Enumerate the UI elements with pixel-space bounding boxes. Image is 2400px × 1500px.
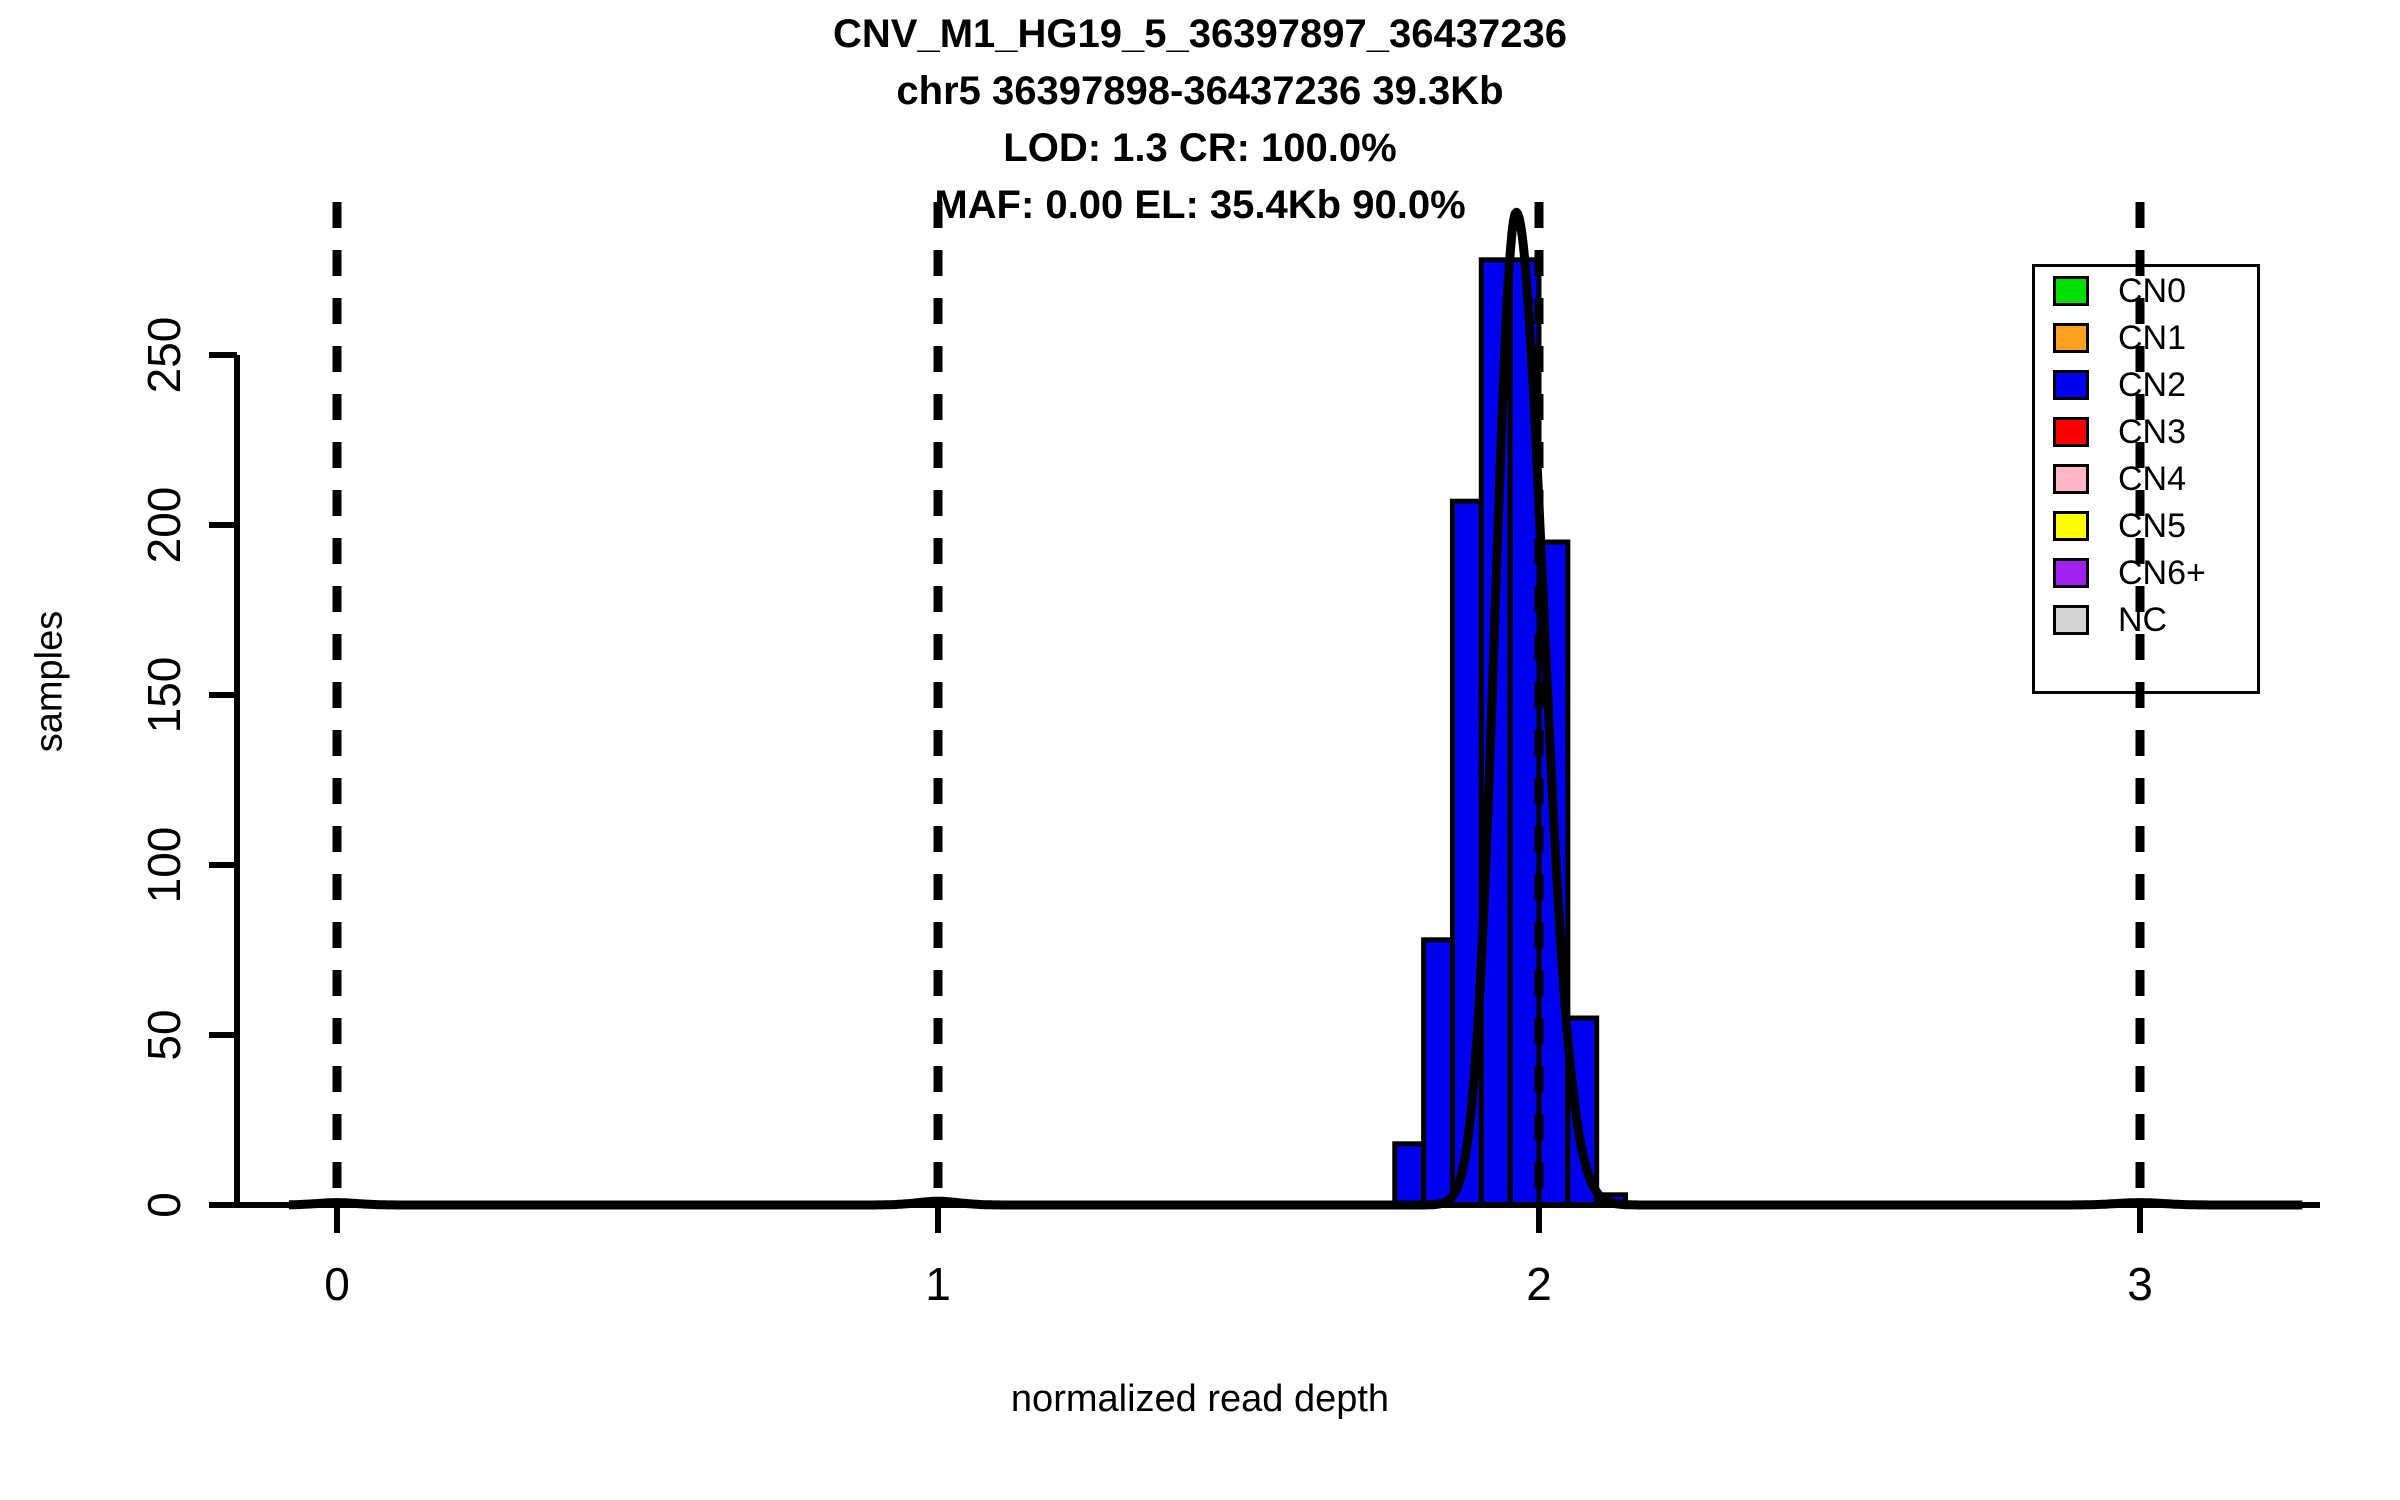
axes-group [209,352,2320,1233]
legend-item: CN3 [2035,408,2257,455]
legend-item: CN6+ [2035,549,2257,596]
title-line-2: chr5 36397898-36437236 39.3Kb [896,69,1504,113]
histogram-bars-group [1392,257,1629,1208]
x-tick-label: 1 [925,1258,951,1310]
reference-lines-overlay-group [332,202,2145,1205]
legend-item-label: CN1 [2118,318,2187,357]
x-tick-labels-group: 0 1 2 3 [324,1258,2153,1310]
legend-item-label: CN0 [2118,271,2187,310]
y-tick-label: 50 [138,1009,190,1060]
y-tick-label: 200 [138,487,190,564]
legend-item: CN4 [2035,455,2257,502]
legend-swatch-icon [2053,416,2089,447]
legend-swatch-icon [2053,322,2089,353]
density-curve [285,207,2306,1210]
legend-swatch-icon [2053,369,2089,400]
chart-title: CNV_M1_HG19_5_36397897_36437236 chr5 363… [0,6,2400,234]
x-tick-label: 0 [324,1258,350,1310]
y-tick-label: 250 [138,317,190,394]
legend-swatch-icon [2053,275,2089,306]
legend-item: CN1 [2035,314,2257,361]
legend-swatch-icon [2053,463,2089,494]
legend-swatch-icon [2053,557,2089,588]
legend-swatch-icon [2053,604,2089,635]
legend-item-label: NC [2118,600,2168,639]
legend-item-label: CN3 [2118,412,2187,451]
y-tick-label: 100 [138,827,190,904]
legend-item-label: CN4 [2118,459,2187,498]
legend-item: NC [2035,596,2257,643]
legend-item: CN2 [2035,361,2257,408]
y-tick-labels-group: 0 50 100 150 200 250 [138,317,190,1218]
y-tick-label: 150 [138,657,190,734]
x-axis-label: normalized read depth [1010,1378,1390,1420]
legend-item-label: CN5 [2118,506,2187,545]
reference-lines-group [332,202,2145,1205]
histogram-bar [1392,1141,1427,1208]
legend-item: CN5 [2035,502,2257,549]
legend-item: CN0 [2035,267,2257,314]
title-line-3: LOD: 1.3 CR: 100.0% [1003,126,1397,170]
histogram-bar [1421,937,1455,1208]
x-tick-label: 3 [2127,1258,2153,1310]
legend: CN0 CN1 CN2 CN3 CN4 CN5 CN6+ NC [2032,264,2260,694]
legend-item-label: CN2 [2118,365,2187,404]
histogram-bar [1449,498,1484,1208]
density-curve-group [285,207,2306,1210]
legend-item-label: CN6+ [2118,553,2206,592]
title-line-1: CNV_M1_HG19_5_36397897_36437236 [833,12,1567,56]
x-tick-label: 2 [1526,1258,1552,1310]
y-tick-label: 0 [138,1192,190,1218]
title-line-4: MAF: 0.00 EL: 35.4Kb 90.0% [934,183,1466,227]
legend-swatch-icon [2053,510,2089,541]
